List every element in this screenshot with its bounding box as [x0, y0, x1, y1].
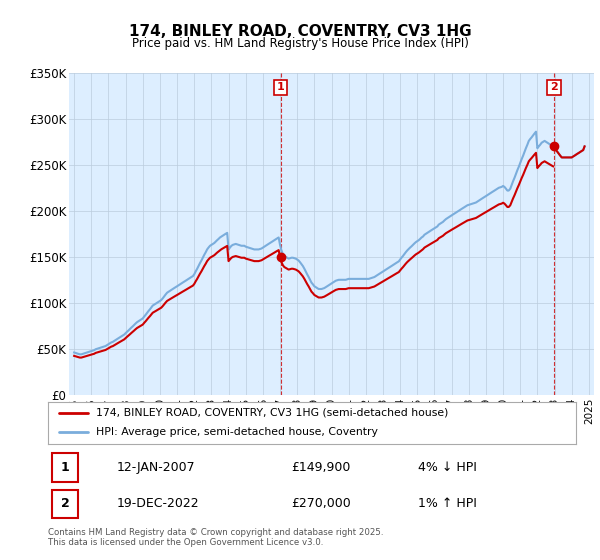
Text: HPI: Average price, semi-detached house, Coventry: HPI: Average price, semi-detached house,…: [95, 427, 377, 437]
Text: Price paid vs. HM Land Registry's House Price Index (HPI): Price paid vs. HM Land Registry's House …: [131, 37, 469, 50]
FancyBboxPatch shape: [52, 453, 77, 482]
Text: £149,900: £149,900: [291, 461, 350, 474]
Text: 12-JAN-2007: 12-JAN-2007: [116, 461, 195, 474]
Text: 174, BINLEY ROAD, COVENTRY, CV3 1HG (semi-detached house): 174, BINLEY ROAD, COVENTRY, CV3 1HG (sem…: [95, 408, 448, 418]
Text: 2: 2: [61, 497, 69, 511]
Text: 1: 1: [277, 82, 284, 92]
FancyBboxPatch shape: [52, 489, 77, 519]
Text: 2: 2: [550, 82, 558, 92]
Text: 19-DEC-2022: 19-DEC-2022: [116, 497, 199, 511]
Text: 174, BINLEY ROAD, COVENTRY, CV3 1HG: 174, BINLEY ROAD, COVENTRY, CV3 1HG: [128, 25, 472, 39]
Text: £270,000: £270,000: [291, 497, 350, 511]
Text: 1% ↑ HPI: 1% ↑ HPI: [418, 497, 476, 511]
Text: 4% ↓ HPI: 4% ↓ HPI: [418, 461, 476, 474]
Text: 1: 1: [61, 461, 69, 474]
Text: Contains HM Land Registry data © Crown copyright and database right 2025.
This d: Contains HM Land Registry data © Crown c…: [48, 528, 383, 547]
